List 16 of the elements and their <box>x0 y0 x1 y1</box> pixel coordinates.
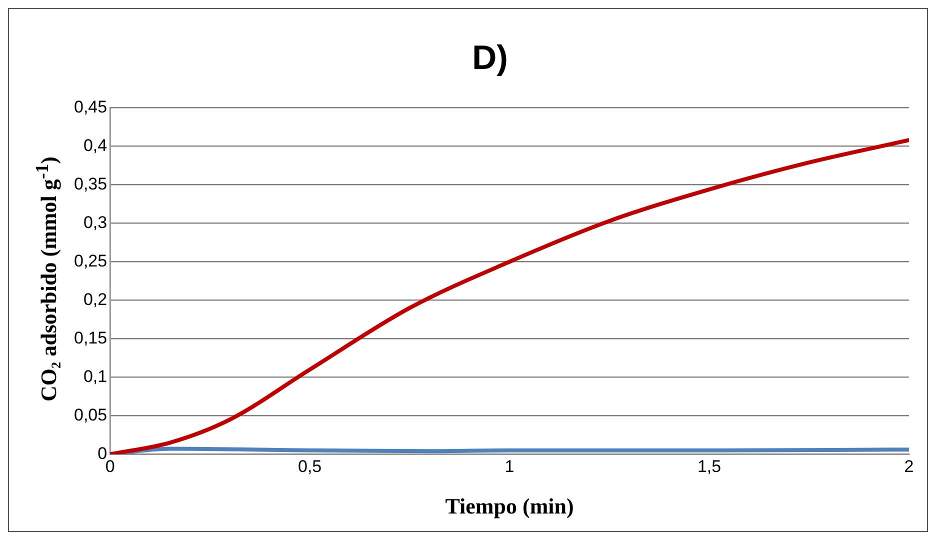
x-axis-title: Tiempo (min) <box>445 493 574 518</box>
x-tick-label: 1,5 <box>697 457 722 476</box>
y-tick-label: 0,45 <box>74 97 108 116</box>
y-tick-label: 0,2 <box>83 290 108 309</box>
x-tick-label: 0,5 <box>298 457 322 476</box>
chart-title: D) <box>472 38 508 77</box>
y-tick-label: 0,1 <box>83 366 108 386</box>
y-tick-label: 0,3 <box>83 212 108 232</box>
y-tick-label: 0,15 <box>74 328 108 348</box>
y-tick-label: 0,05 <box>74 405 108 424</box>
y-tick-label: 0,25 <box>74 251 108 270</box>
y-tick-label: 0,4 <box>83 136 108 155</box>
x-tick-label: 2 <box>904 457 914 476</box>
y-tick-label: 0 <box>98 444 108 463</box>
y-tick-label: 0,35 <box>74 174 108 194</box>
x-tick-label: 1 <box>504 457 514 476</box>
